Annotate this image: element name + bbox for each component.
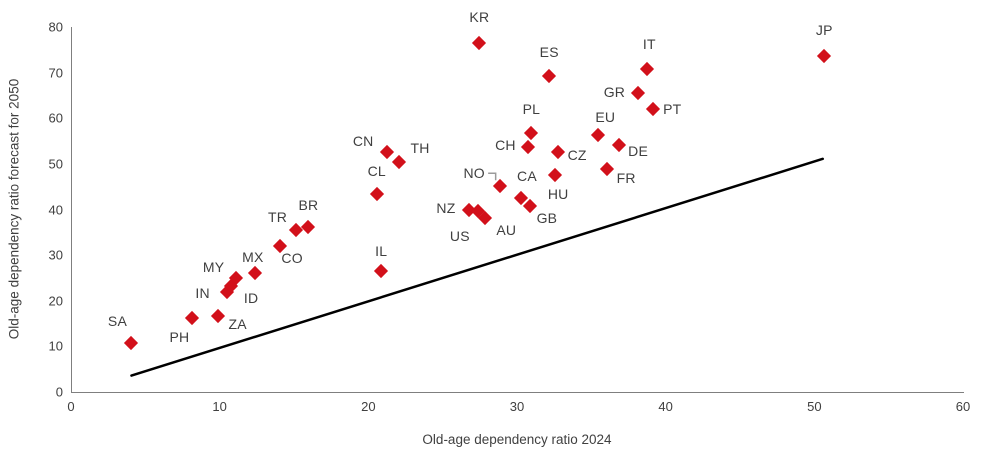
- point-label-br: BR: [298, 197, 319, 214]
- x-tick-label: 20: [361, 399, 376, 414]
- point-label-cn: CN: [352, 133, 374, 150]
- point-label-th: TH: [410, 140, 430, 157]
- point-label-fr: FR: [616, 170, 636, 187]
- x-tick-label: 0: [67, 399, 75, 414]
- y-tick-label: 80: [48, 19, 63, 35]
- point-label-ca: CA: [517, 167, 537, 184]
- y-tick-label: 0: [55, 384, 63, 400]
- point-label-eu: EU: [595, 109, 616, 126]
- point-label-es: ES: [539, 43, 559, 60]
- point-label-cz: CZ: [567, 147, 587, 163]
- point-label-il: IL: [375, 242, 388, 259]
- point-label-co: CO: [281, 250, 303, 267]
- y-tick-label: 30: [48, 247, 63, 263]
- x-tick-label: 30: [509, 399, 525, 414]
- point-label-sa: SA: [107, 312, 127, 329]
- point-label-no: NO: [463, 165, 485, 182]
- point-label-pt: PT: [663, 100, 682, 117]
- x-tick-label: 10: [212, 399, 227, 414]
- point-label-pl: PL: [522, 100, 541, 117]
- y-tick-label: 10: [48, 338, 63, 354]
- no-label-connector: [488, 172, 497, 181]
- y-tick-label: 70: [48, 65, 63, 81]
- y-tick-label: 20: [48, 293, 63, 309]
- point-label-us: US: [449, 227, 470, 244]
- x-tick-label: 40: [658, 399, 673, 414]
- point-label-ch: CH: [495, 136, 516, 153]
- point-label-kr: KR: [469, 9, 490, 26]
- point-label-hu: HU: [547, 186, 569, 203]
- y-tick-label: 50: [48, 156, 63, 172]
- reference-line-layer: [130, 157, 825, 377]
- point-label-de: DE: [628, 142, 649, 159]
- plot-area: SA PH ZA IN ID MY MX CO TR BR IL CL CN TH NZ US AU NO CA GB…: [71, 9, 964, 393]
- point-label-gr: GR: [603, 84, 626, 101]
- point-label-my: MY: [202, 258, 225, 275]
- point-label-za: ZA: [228, 316, 247, 333]
- reference-line: [130, 157, 825, 377]
- point-label-mx: MX: [242, 248, 264, 265]
- point-label-cl: CL: [367, 162, 386, 179]
- point-label-ph: PH: [169, 329, 190, 346]
- point-label-au: AU: [496, 221, 517, 238]
- point-label-in: IN: [195, 284, 210, 301]
- point-label-gb: GB: [536, 210, 558, 227]
- point-label-it: IT: [642, 35, 656, 52]
- point-label-jp: JP: [815, 21, 833, 38]
- y-axis-title: Old-age dependency ratio forecast for 20…: [6, 78, 22, 340]
- x-axis-title: Old-age dependency ratio 2024: [422, 432, 612, 447]
- x-tick-label: 50: [807, 399, 822, 414]
- point-label-id: ID: [243, 289, 259, 306]
- y-tick-label: 60: [48, 110, 63, 126]
- x-tick-label: 60: [955, 399, 971, 414]
- point-label-tr: TR: [267, 209, 288, 226]
- y-tick-label: 40: [48, 202, 63, 217]
- point-label-nz: NZ: [436, 200, 456, 217]
